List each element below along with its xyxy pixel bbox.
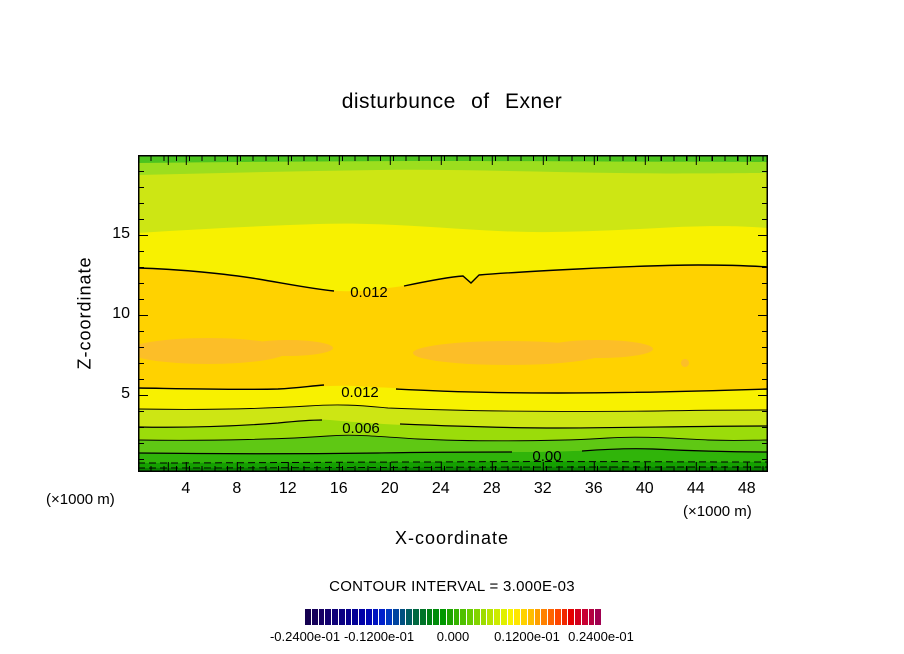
colorbar-segment xyxy=(568,609,574,625)
colorbar-segment xyxy=(440,609,446,625)
colorbar-segment xyxy=(500,609,507,625)
plot-title: disturbunce of Exner xyxy=(341,90,563,113)
colorbar-segment xyxy=(372,609,379,625)
max-blob-dot xyxy=(681,359,689,367)
colorbar-segment xyxy=(507,609,514,625)
contour-negative-dashed-1 xyxy=(138,461,768,464)
colorbar-segment xyxy=(473,609,480,625)
contour-zero-left xyxy=(138,451,513,455)
y-tick-label-15: 15 xyxy=(112,225,130,242)
colorbar-segment xyxy=(325,609,331,625)
colorbar-segment xyxy=(419,609,426,625)
colorbar-segment xyxy=(413,609,419,625)
x-axis-unit: (×1000 m) xyxy=(683,503,752,520)
x-tick-label-16: 16 xyxy=(329,480,348,497)
contour-label-0006: 0.006 xyxy=(342,420,380,437)
colorbar-segment xyxy=(514,609,520,625)
contour-0012-upper-right xyxy=(403,264,768,287)
colorbar-segment xyxy=(453,609,460,625)
colorbar-segment xyxy=(338,609,345,625)
colorbar-segment xyxy=(548,609,554,625)
colorbar-segment xyxy=(541,609,547,625)
x-tick-label-48: 48 xyxy=(737,480,756,497)
plot-frame xyxy=(138,155,768,472)
colorbar-segment xyxy=(467,609,473,625)
max-blob-center-ext xyxy=(543,340,653,358)
colorbar-segment xyxy=(527,609,534,625)
colorbar-segment xyxy=(386,609,392,625)
contour-0012-lower-right xyxy=(395,388,768,394)
colorbar-segment xyxy=(554,609,561,625)
contour-0003-line xyxy=(138,434,768,442)
colorbar-segment xyxy=(595,609,601,625)
max-blob-left-ext xyxy=(243,340,333,356)
colorbar-segment xyxy=(311,609,318,625)
colorbar-segment xyxy=(379,609,385,625)
x-tick-label-4: 4 xyxy=(181,480,191,497)
contour-0009-line xyxy=(138,404,768,412)
x-tick-label-12: 12 xyxy=(278,480,297,497)
y-axis-title: Z-coordinate xyxy=(74,256,95,370)
colorbar-segment xyxy=(365,609,372,625)
colorbar-label-max: 0.2400e-01 xyxy=(568,629,634,644)
x-tick-label-40: 40 xyxy=(635,480,654,497)
contour-label-0012-lower: 0.012 xyxy=(341,384,379,401)
y-tick-label-10: 10 xyxy=(112,305,130,322)
colorbar-label-pos: 0.1200e-01 xyxy=(494,629,560,644)
colorbar-segment xyxy=(433,609,439,625)
x-tick-label-8: 8 xyxy=(232,480,242,497)
contour-label-zero: 0.00 xyxy=(532,448,561,465)
colorbar-segment xyxy=(352,609,358,625)
colorbar-segment xyxy=(561,609,568,625)
colorbar-segment xyxy=(305,609,311,625)
colorbar-segment xyxy=(534,609,541,625)
colorbar-segment xyxy=(487,609,493,625)
colorbar-segment xyxy=(480,609,487,625)
colorbar-segment xyxy=(521,609,527,625)
colorbar-segment xyxy=(399,609,406,625)
colorbar-segment xyxy=(345,609,352,625)
contour-label-0012-upper: 0.012 xyxy=(350,284,388,301)
y-tick-label-5: 5 xyxy=(121,385,130,402)
contour-line-labels: 0.012 0.012 0.006 0.00 xyxy=(341,284,561,465)
x-axis-title: X-coordinate xyxy=(394,528,510,548)
x-tick-label-28: 28 xyxy=(482,480,501,497)
colorbar-segment xyxy=(332,609,338,625)
colorbar-segment xyxy=(359,609,365,625)
x-tick-label-24: 24 xyxy=(431,480,450,497)
colorbar-label-zero: 0.000 xyxy=(436,629,470,644)
contour-zero-right xyxy=(581,448,768,453)
colorbar-segment xyxy=(392,609,399,625)
colorbar-label-neg: -0.1200e-01 xyxy=(343,629,415,644)
colorbar-segment xyxy=(575,609,581,625)
contour-0012-upper-left xyxy=(138,267,335,292)
colorbar-segment xyxy=(581,609,588,625)
colorbar-segment xyxy=(426,609,433,625)
local-maximum-blobs xyxy=(138,338,689,367)
colorbar-segment xyxy=(446,609,453,625)
band-chartreuse-upper xyxy=(138,155,768,233)
x-tick-label-20: 20 xyxy=(380,480,399,497)
colorbar xyxy=(305,609,601,625)
colorbar-segment xyxy=(494,609,500,625)
y-axis-unit: (×1000 m) xyxy=(46,491,115,508)
x-tick-label-44: 44 xyxy=(686,480,705,497)
contour-plot: 0.012 0.012 0.006 0.00 xyxy=(138,155,768,472)
contour-interval-text: CONTOUR INTERVAL = 3.000E-03 xyxy=(329,578,575,595)
x-tick-label-32: 32 xyxy=(533,480,552,497)
contour-0012-lower-left xyxy=(138,384,325,391)
colorbar-segment xyxy=(406,609,412,625)
colorbar-segment xyxy=(318,609,325,625)
filled-contour-bands xyxy=(138,155,768,472)
colorbar-segment xyxy=(460,609,466,625)
colorbar-label-min: -0.2400e-01 xyxy=(269,629,341,644)
contour-plot-canvas: 0.012 0.012 0.006 0.00 xyxy=(138,155,768,472)
colorbar-segment xyxy=(588,609,595,625)
x-tick-label-36: 36 xyxy=(584,480,603,497)
contour-0006-right xyxy=(399,423,768,429)
contour-0006-left xyxy=(138,419,323,428)
